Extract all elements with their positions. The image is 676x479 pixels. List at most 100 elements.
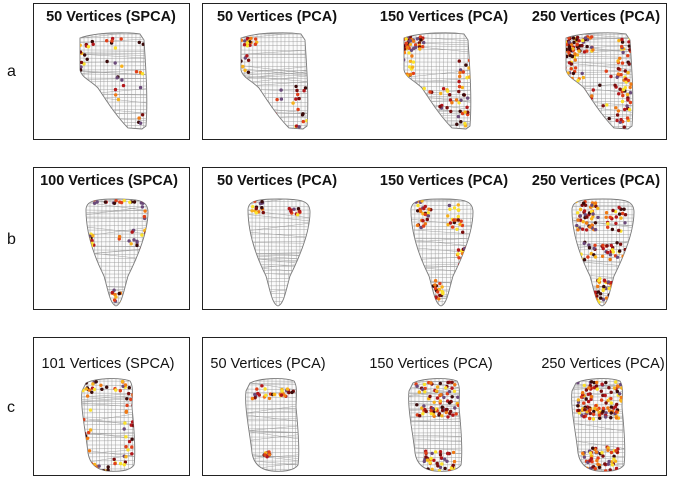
vertex-marker xyxy=(422,40,426,45)
vertex-marker xyxy=(456,214,460,219)
vertex-marker xyxy=(582,415,586,419)
vertex-marker xyxy=(609,416,613,420)
vertex-marker xyxy=(576,218,580,222)
vertex-marker xyxy=(260,384,264,388)
mesh-outline xyxy=(410,198,474,307)
vertex-marker xyxy=(455,227,459,231)
vertex-marker xyxy=(588,411,592,416)
vertex-marker xyxy=(294,97,298,101)
vertex-marker xyxy=(573,58,577,62)
vertex-marker xyxy=(433,286,438,290)
vertex-marker xyxy=(619,395,623,400)
vertex-marker xyxy=(279,97,284,101)
vertex-marker xyxy=(140,113,145,117)
vertex-marker xyxy=(120,379,125,384)
vertex-marker xyxy=(581,451,585,455)
vertex-marker xyxy=(424,455,428,459)
vertex-marker xyxy=(612,386,617,390)
vertex-marker xyxy=(430,467,434,471)
vertex-marker xyxy=(440,285,444,289)
vertex-marker xyxy=(441,87,446,91)
vertex-marker xyxy=(580,94,585,99)
vertex-marker xyxy=(623,69,627,73)
vertex-marker xyxy=(456,208,461,212)
vertex-marker xyxy=(457,84,462,89)
vertex-marker xyxy=(454,412,458,416)
vertex-marker xyxy=(463,110,467,114)
panel-title-c-4: 250 Vertices (PCA) xyxy=(541,356,665,372)
vertex-marker xyxy=(614,221,618,226)
row-label-a: a xyxy=(7,63,16,80)
vertex-marker xyxy=(103,200,108,204)
vertex-marker xyxy=(587,113,592,118)
vertex-marker xyxy=(582,401,586,405)
vertex-marker xyxy=(413,43,418,47)
vertex-marker xyxy=(602,278,607,282)
vertex-marker xyxy=(623,107,627,112)
vertex-marker xyxy=(591,212,595,216)
mesh-figure-c-4 xyxy=(571,378,626,472)
vertex-marker xyxy=(614,466,619,471)
vertex-marker xyxy=(297,96,301,101)
vertex-marker xyxy=(408,65,412,69)
vertex-marker xyxy=(425,458,430,462)
vertex-marker xyxy=(580,105,585,110)
vertex-marker xyxy=(435,385,440,389)
vertex-marker xyxy=(562,36,565,39)
vertex-marker xyxy=(440,405,444,409)
vertex-marker xyxy=(627,44,631,48)
vertex-marker xyxy=(604,211,609,215)
vertex-marker xyxy=(566,42,569,47)
vertex-marker xyxy=(576,211,580,215)
vertex-marker xyxy=(443,457,447,461)
vertex-marker xyxy=(440,414,444,418)
vertex-marker xyxy=(124,410,128,414)
vertex-marker xyxy=(429,381,433,385)
vertex-marker xyxy=(125,397,129,401)
vertex-marker xyxy=(138,85,143,90)
vertex-marker xyxy=(131,393,135,397)
vertex-marker xyxy=(242,43,247,47)
vertex-marker xyxy=(86,436,90,440)
vertex-marker xyxy=(421,224,426,228)
vertex-marker xyxy=(254,211,258,215)
vertex-marker xyxy=(600,382,604,386)
vertex-marker xyxy=(114,93,118,97)
vertex-marker xyxy=(450,380,454,384)
vertex-marker xyxy=(609,450,614,455)
vertex-marker xyxy=(582,455,587,459)
vertex-marker xyxy=(604,380,608,385)
vertex-marker xyxy=(142,214,147,219)
vertex-marker xyxy=(465,76,469,80)
vertex-marker xyxy=(117,234,122,239)
vertex-marker xyxy=(131,403,135,407)
vertex-marker xyxy=(124,455,128,459)
vertex-marker xyxy=(138,121,143,125)
vertex-marker xyxy=(80,65,83,69)
vertex-marker xyxy=(581,75,586,80)
vertex-marker xyxy=(578,98,582,103)
vertex-marker xyxy=(435,461,439,466)
vertex-marker xyxy=(437,412,442,416)
vertex-marker xyxy=(575,35,580,40)
vertex-marker xyxy=(245,54,249,58)
vertex-marker xyxy=(438,104,442,109)
vertex-marker xyxy=(87,430,91,435)
vertex-marker xyxy=(409,72,413,77)
vertex-marker xyxy=(604,69,608,73)
vertex-marker xyxy=(617,212,622,216)
mesh-figure-a-1 xyxy=(79,32,148,130)
vertex-marker xyxy=(296,92,300,97)
vertex-marker xyxy=(438,381,442,386)
vertex-marker xyxy=(467,75,471,79)
vertex-marker xyxy=(609,405,614,409)
vertex-marker xyxy=(408,39,413,43)
vertex-marker xyxy=(581,201,586,205)
vertex-marker xyxy=(249,36,253,40)
vertex-marker xyxy=(118,461,123,466)
vertex-marker xyxy=(601,454,605,458)
vertex-marker xyxy=(144,231,148,235)
vertex-marker xyxy=(243,68,247,72)
vertex-marker xyxy=(569,62,574,66)
vertex-marker xyxy=(297,125,301,129)
